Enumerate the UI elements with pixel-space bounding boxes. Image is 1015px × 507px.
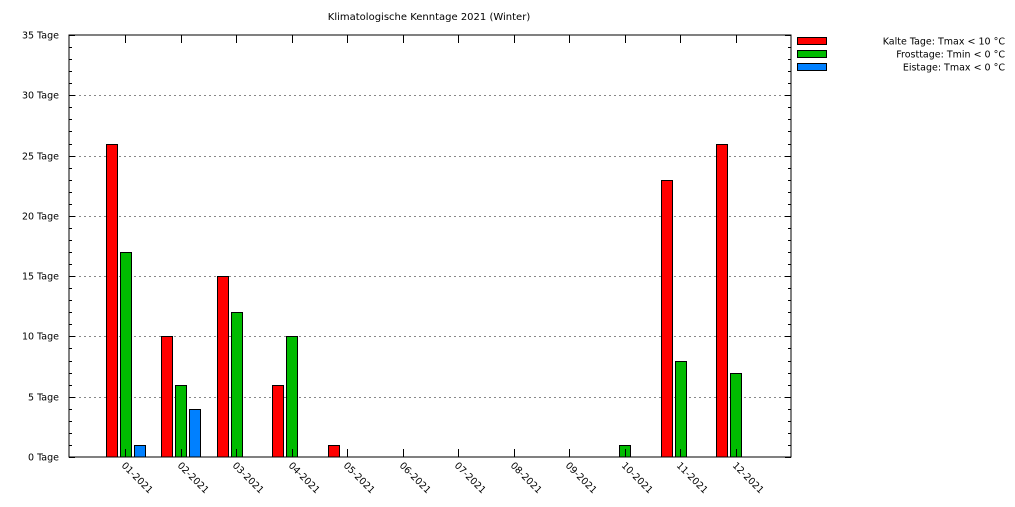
y-tick-label: 10 Tage bbox=[22, 332, 59, 343]
bar bbox=[231, 312, 243, 458]
y-tick-label: 15 Tage bbox=[22, 272, 59, 283]
y-tick-label: 0 Tage bbox=[28, 453, 59, 464]
bar bbox=[328, 445, 340, 458]
x-tick-label: 06-2021 bbox=[397, 460, 433, 496]
legend-swatch bbox=[797, 50, 827, 58]
y-axis: 0 Tage 5 Tage 10 Tage 15 Tage 20 Tage 25 Tage… bbox=[22, 31, 791, 464]
x-tick-label: 04-2021 bbox=[286, 460, 322, 496]
y-tick-label: 5 Tage bbox=[28, 393, 59, 404]
plot-frame bbox=[68, 34, 792, 458]
bar bbox=[716, 144, 728, 458]
x-tick-label: 02-2021 bbox=[175, 460, 211, 496]
bar bbox=[661, 180, 673, 458]
grid bbox=[69, 95, 791, 398]
bars bbox=[106, 144, 742, 458]
y-tick-label: 30 Tage bbox=[22, 91, 59, 102]
bar bbox=[286, 336, 298, 458]
legend: Kalte Tage: Tmax < 10 °C Frosttage: Tmin … bbox=[797, 37, 1006, 74]
bar bbox=[675, 361, 687, 458]
x-tick-label: 07-2021 bbox=[452, 460, 488, 496]
bar bbox=[189, 409, 201, 458]
x-tick-label: 03-2021 bbox=[230, 460, 266, 496]
x-tick-label: 01-2021 bbox=[119, 460, 155, 496]
bar bbox=[106, 144, 118, 458]
x-tick-label: 08-2021 bbox=[508, 460, 544, 496]
bar bbox=[120, 252, 132, 458]
y-tick-label: 35 Tage bbox=[22, 31, 59, 42]
chart-title: Klimatologische Kenntage 2021 (Winter) bbox=[328, 12, 531, 23]
bar bbox=[217, 276, 229, 458]
bar bbox=[730, 373, 742, 458]
bar bbox=[134, 445, 146, 458]
legend-swatch bbox=[797, 37, 827, 45]
x-tick-label: 05-2021 bbox=[341, 460, 377, 496]
x-tick-label: 12-2021 bbox=[730, 460, 766, 496]
legend-label: Frosttage: Tmin < 0 °C bbox=[896, 50, 1005, 61]
x-tick-label: 11-2021 bbox=[674, 460, 710, 496]
legend-label: Kalte Tage: Tmax < 10 °C bbox=[883, 37, 1006, 48]
x-tick-label: 09-2021 bbox=[563, 460, 599, 496]
y-tick-label: 20 Tage bbox=[22, 212, 59, 223]
bar bbox=[161, 336, 173, 458]
legend-swatch bbox=[797, 63, 827, 71]
x-tick-label: 10-2021 bbox=[619, 460, 655, 496]
bar bbox=[272, 385, 284, 458]
legend-label: Eistage: Tmax < 0 °C bbox=[903, 63, 1006, 74]
bar bbox=[175, 385, 187, 458]
y-tick-label: 25 Tage bbox=[22, 152, 59, 163]
